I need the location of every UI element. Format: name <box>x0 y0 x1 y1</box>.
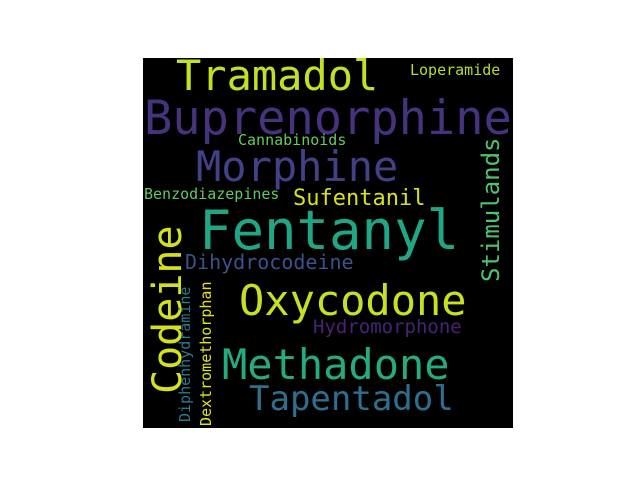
word-cloud: Fentanyl Buprenorphine Oxycodone Methado… <box>143 58 513 428</box>
word-stimulands: Stimulands <box>477 137 505 283</box>
word-methadone: Methadone <box>222 340 450 389</box>
word-tapentadol: Tapentadol <box>249 379 454 419</box>
word-benzodiazepines: Benzodiazepines <box>144 185 280 203</box>
word-oxycodone: Oxycodone <box>239 276 467 325</box>
word-morphine: Morphine <box>196 142 399 191</box>
word-tramadol: Tramadol <box>176 58 379 100</box>
word-buprenorphine: Buprenorphine <box>144 91 512 146</box>
word-cannabinoids: Cannabinoids <box>238 131 347 149</box>
word-fentanyl: Fentanyl <box>199 199 460 262</box>
word-diphenhydramine: Diphenhydramine <box>176 286 194 422</box>
word-dihydrocodeine: Dihydrocodeine <box>185 250 354 274</box>
word-dextromethorphan: Dextromethorphan <box>197 281 215 427</box>
word-sufentanil: Sufentanil <box>293 186 426 211</box>
word-loperamide: Loperamide <box>410 61 501 79</box>
word-hydromorphone: Hydromorphone <box>313 316 462 338</box>
